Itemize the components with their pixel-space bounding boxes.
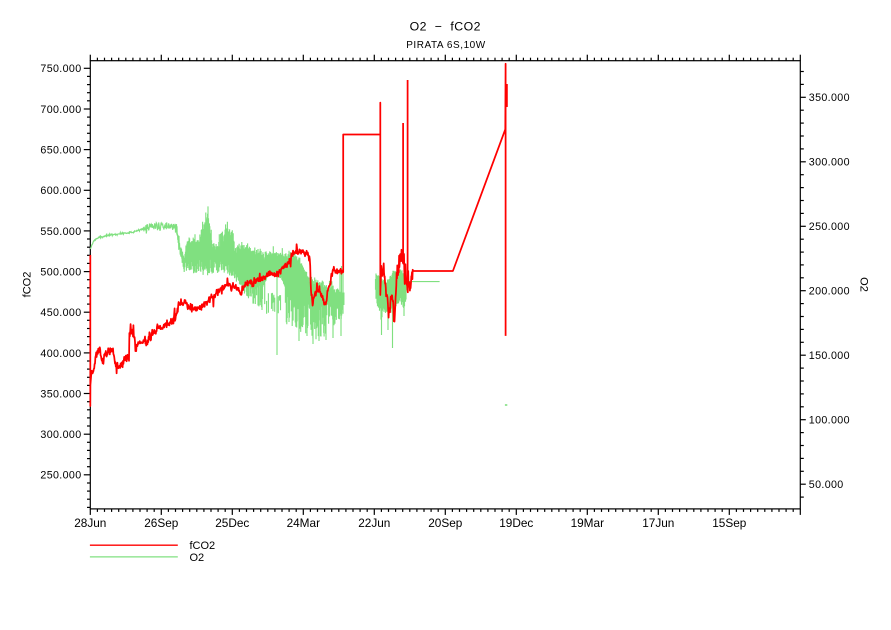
svg-text:650.000: 650.000 [40, 145, 81, 157]
svg-text:19Dec: 19Dec [499, 516, 533, 530]
svg-text:700.000: 700.000 [40, 104, 81, 116]
svg-text:fCO2: fCO2 [22, 272, 34, 298]
svg-text:450.000: 450.000 [40, 307, 81, 319]
svg-text:100.000: 100.000 [809, 415, 850, 427]
svg-text:O2 − fCO2: O2 − fCO2 [410, 19, 481, 33]
svg-text:17Jun: 17Jun [642, 516, 674, 530]
svg-text:20Sep: 20Sep [428, 516, 463, 530]
svg-text:PIRATA 6S,10W: PIRATA 6S,10W [406, 40, 486, 51]
svg-text:600.000: 600.000 [40, 185, 81, 197]
svg-text:50.000: 50.000 [809, 479, 844, 491]
svg-text:350.000: 350.000 [40, 388, 81, 400]
svg-text:O2: O2 [858, 277, 870, 292]
svg-text:500.000: 500.000 [40, 267, 81, 279]
svg-text:22Jun: 22Jun [358, 516, 390, 530]
svg-text:250.000: 250.000 [40, 470, 81, 482]
svg-text:26Sep: 26Sep [144, 516, 179, 530]
svg-text:O2: O2 [190, 552, 205, 564]
svg-text:25Dec: 25Dec [215, 516, 249, 530]
svg-text:250.000: 250.000 [809, 221, 850, 233]
svg-text:19Mar: 19Mar [571, 516, 605, 530]
svg-text:750.000: 750.000 [40, 63, 81, 75]
svg-text:300.000: 300.000 [40, 429, 81, 441]
svg-text:300.000: 300.000 [809, 157, 850, 169]
svg-text:200.000: 200.000 [809, 286, 850, 298]
svg-text:15Sep: 15Sep [712, 516, 747, 530]
svg-text:24Mar: 24Mar [287, 516, 321, 530]
svg-text:fCO2: fCO2 [190, 540, 216, 552]
svg-text:550.000: 550.000 [40, 226, 81, 238]
svg-text:350.000: 350.000 [809, 92, 850, 104]
svg-text:150.000: 150.000 [809, 350, 850, 362]
svg-text:400.000: 400.000 [40, 348, 81, 360]
svg-text:28Jun: 28Jun [74, 516, 106, 530]
